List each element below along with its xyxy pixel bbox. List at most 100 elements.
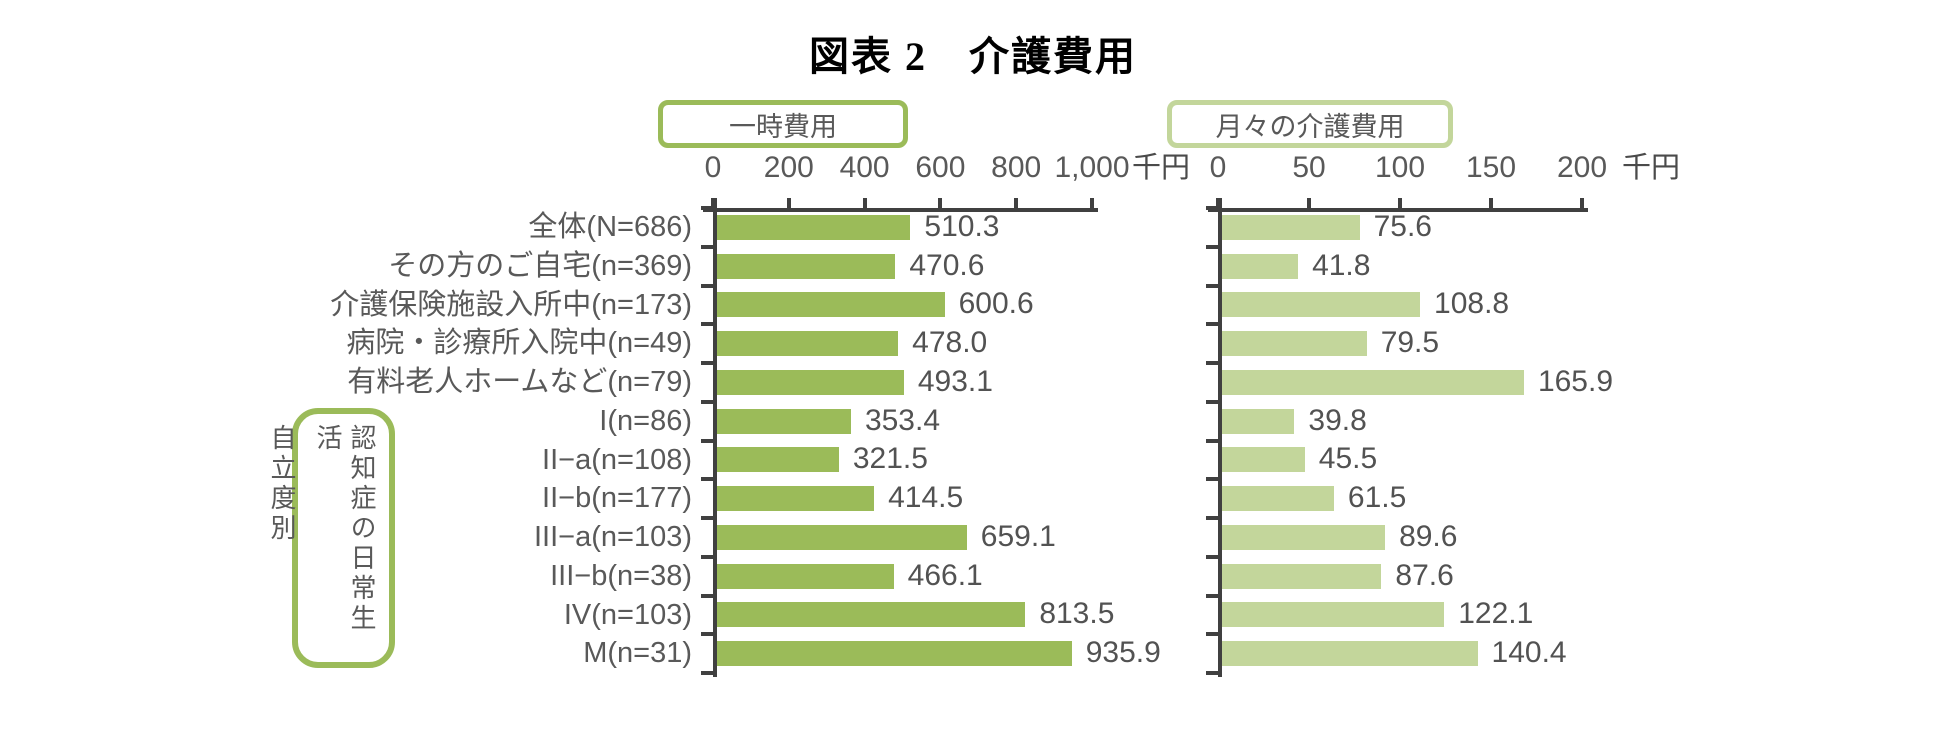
bar-value-label: 813.5 <box>1039 597 1115 631</box>
x-axis-tick-label: 0 <box>704 151 722 184</box>
bar-value-label: 41.8 <box>1312 248 1371 282</box>
bar <box>717 563 894 589</box>
bar <box>1222 292 1421 318</box>
bar <box>1222 253 1299 279</box>
y-axis-tick <box>1206 361 1218 365</box>
legend-monthly-cost-label: 月々の介護費用 <box>1215 111 1405 142</box>
bar <box>717 447 839 473</box>
x-axis-tick <box>862 198 867 208</box>
x-axis-tick-label: 200 <box>763 151 814 184</box>
category-label: IV(n=103) <box>563 598 692 631</box>
y-axis-tick <box>1206 399 1218 404</box>
y-axis-tick <box>1206 554 1218 559</box>
bar <box>717 214 911 240</box>
bar-value-label: 470.6 <box>909 248 985 282</box>
bar-value-label: 122.1 <box>1458 597 1534 631</box>
x-axis-tick-label: 200 <box>1556 151 1608 184</box>
bar <box>1222 563 1382 589</box>
x-axis-tick <box>1090 198 1094 208</box>
x-axis-tick <box>1580 198 1584 208</box>
y-axis-line <box>1218 198 1222 677</box>
bar <box>717 369 904 395</box>
x-axis-line <box>1208 208 1588 212</box>
bar-value-label: 45.5 <box>1318 442 1378 476</box>
y-axis-tick <box>1206 322 1218 327</box>
y-axis-tick <box>701 361 713 365</box>
x-axis-tick <box>711 198 715 208</box>
bar <box>1222 214 1360 240</box>
y-axis-tick <box>701 322 713 327</box>
x-axis-tick-label: 1,000 <box>1054 151 1130 184</box>
y-axis-tick <box>701 399 713 404</box>
category-label: III−a(n=103) <box>534 521 692 553</box>
x-axis-tick <box>1489 198 1493 208</box>
x-axis-line <box>703 208 1098 212</box>
x-axis-tick-label: 150 <box>1465 151 1517 184</box>
bar-value-label: 108.8 <box>1434 287 1510 321</box>
y-axis-tick <box>1206 632 1218 637</box>
bar <box>1222 486 1334 512</box>
bar <box>1222 331 1367 357</box>
y-axis-tick <box>1206 516 1218 520</box>
bar-value-label: 89.6 <box>1399 519 1458 553</box>
y-axis-tick <box>701 438 713 443</box>
group-label-col-1: 認知症の日常生活 <box>313 424 377 634</box>
bar-value-label: 466.1 <box>907 558 983 592</box>
category-label: M(n=31) <box>583 637 692 670</box>
bar <box>717 408 851 434</box>
bar <box>717 486 875 512</box>
bar-value-label: 321.5 <box>852 442 928 476</box>
bar-value-label: 353.4 <box>864 403 941 437</box>
bar <box>717 331 899 357</box>
y-axis-tick <box>1206 244 1218 249</box>
bar <box>1222 641 1478 667</box>
y-axis-tick <box>701 283 713 288</box>
category-label: II−b(n=177) <box>542 482 692 515</box>
category-label: III−b(n=38) <box>550 559 692 592</box>
y-axis-tick <box>701 516 713 520</box>
y-axis-tick <box>701 206 713 210</box>
x-axis-tick <box>938 198 943 208</box>
x-axis-tick-label: 0 <box>1209 151 1227 184</box>
y-axis-tick <box>1206 438 1218 443</box>
x-axis-tick-label: 50 <box>1292 151 1326 184</box>
category-label: 全体(N=686) <box>528 211 692 243</box>
y-axis-tick <box>1206 283 1218 288</box>
bar-value-label: 414.5 <box>888 481 964 515</box>
bar-value-label: 935.9 <box>1085 636 1161 670</box>
x-axis-tick-label: 800 <box>991 151 1042 184</box>
bar <box>1222 524 1386 550</box>
bar-value-label: 75.6 <box>1373 209 1432 243</box>
legend-one-time-cost-label: 一時費用 <box>729 111 837 142</box>
group-label-box: 認知症の日常生活 自立度別 <box>267 408 395 668</box>
axis-unit-label: 千円 <box>1622 152 1681 184</box>
bar-value-label: 87.6 <box>1395 558 1454 592</box>
x-axis-tick-label: 100 <box>1374 151 1426 184</box>
bar <box>1222 602 1445 628</box>
x-axis-tick-label: 400 <box>839 151 890 184</box>
bar-value-label: 493.1 <box>917 364 993 398</box>
legend-monthly-cost: 月々の介護費用 <box>1167 100 1453 148</box>
category-label: I(n=86) <box>599 404 692 437</box>
x-axis-tick <box>1307 198 1311 208</box>
bar-value-label: 510.3 <box>924 209 1000 243</box>
bar <box>1222 447 1305 473</box>
x-axis-tick <box>1014 198 1019 208</box>
bar-value-label: 79.5 <box>1380 326 1440 360</box>
y-axis-tick <box>1206 206 1218 210</box>
bar <box>717 641 1072 667</box>
y-axis-tick <box>1206 671 1218 675</box>
y-axis-tick <box>1206 593 1218 598</box>
x-axis-tick <box>1398 198 1402 208</box>
bar <box>717 524 967 550</box>
bar-value-label: 165.9 <box>1537 364 1614 398</box>
y-axis-tick <box>701 593 713 598</box>
bar-value-label: 478.0 <box>912 326 988 360</box>
y-axis-tick <box>701 671 713 675</box>
y-axis-tick <box>1206 477 1218 482</box>
legend-one-time-cost: 一時費用 <box>658 100 908 148</box>
y-axis-tick <box>701 244 713 249</box>
figure-title: 図表 2 介護費用 <box>809 34 1137 79</box>
